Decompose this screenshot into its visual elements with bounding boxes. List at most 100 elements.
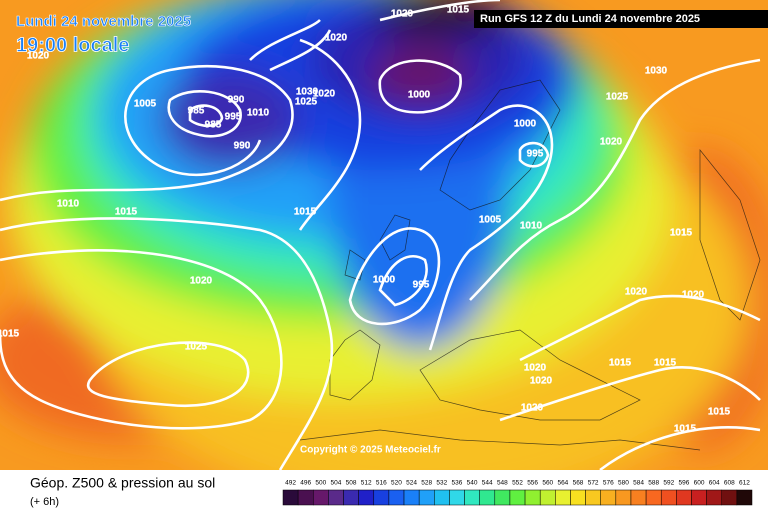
legend-label: 552 bbox=[512, 480, 523, 487]
isobar-label: 1020 bbox=[682, 290, 705, 301]
isobar-label: 1015 bbox=[654, 358, 677, 369]
legend-label: 504 bbox=[331, 480, 342, 487]
isobar-label: 1020 bbox=[325, 33, 348, 44]
isobars bbox=[0, 0, 761, 470]
legend-swatch bbox=[509, 489, 526, 506]
legend-swatch bbox=[539, 489, 556, 506]
legend-label: 508 bbox=[346, 480, 357, 487]
legend-swatch bbox=[660, 489, 677, 506]
isobar-label: 1020 bbox=[521, 403, 544, 414]
legend-label: 516 bbox=[376, 480, 387, 487]
isobar-label: 1015 bbox=[670, 228, 693, 239]
legend-swatch bbox=[494, 489, 511, 506]
legend-swatch bbox=[691, 489, 707, 506]
legend-label: 564 bbox=[557, 480, 568, 487]
isobar-label: 1005 bbox=[134, 99, 157, 110]
isobar-label: 1000 bbox=[514, 119, 537, 130]
legend-swatch bbox=[585, 489, 601, 506]
legend-label: 528 bbox=[421, 480, 432, 487]
isobar-label: 1010 bbox=[247, 108, 270, 119]
legend-label: 520 bbox=[391, 480, 402, 487]
legend-label: 544 bbox=[482, 480, 493, 487]
legend-label: 580 bbox=[618, 480, 629, 487]
legend-swatch bbox=[282, 489, 299, 506]
isobar-label: 1020 bbox=[27, 51, 50, 62]
isobar-label: 995 bbox=[527, 149, 544, 160]
coastlines bbox=[299, 79, 761, 451]
legend-swatch bbox=[328, 489, 344, 506]
isobar-label: 1010 bbox=[520, 221, 543, 232]
isobar-label: 1030 bbox=[645, 66, 668, 77]
isobar-label: 1025 bbox=[185, 342, 208, 353]
legend-swatch bbox=[434, 489, 450, 506]
run-label: Run GFS 12 Z du Lundi 24 novembre 2025 bbox=[480, 13, 700, 25]
isobar-label: 1025 bbox=[295, 97, 318, 108]
isobar-label: 1010 bbox=[57, 199, 80, 210]
isobar-label: 985 bbox=[188, 106, 205, 117]
isobar-label: 1020 bbox=[600, 137, 623, 148]
isobar-label: 1025 bbox=[606, 92, 629, 103]
legend-label: 536 bbox=[452, 480, 463, 487]
legend-label: 592 bbox=[663, 480, 674, 487]
legend-label: 492 bbox=[285, 480, 296, 487]
legend-label: 612 bbox=[739, 480, 750, 487]
isobar-label: 985 bbox=[205, 120, 222, 131]
legend-swatch bbox=[615, 489, 632, 506]
legend-label: 548 bbox=[497, 480, 508, 487]
isobar-label: 990 bbox=[234, 141, 251, 152]
legend-label: 500 bbox=[315, 480, 326, 487]
legend-label: 568 bbox=[573, 480, 584, 487]
legend-swatch bbox=[555, 489, 571, 506]
isobar-label: 1020 bbox=[530, 376, 553, 387]
legend-swatch bbox=[676, 489, 692, 506]
date-label: Lundi 24 novembre 2025 bbox=[16, 13, 191, 30]
legend-label: 584 bbox=[633, 480, 644, 487]
copyright: Copyright © 2025 Meteociel.fr bbox=[300, 445, 441, 456]
legend-label: 556 bbox=[527, 480, 538, 487]
legend-label: 512 bbox=[361, 480, 372, 487]
legend-swatch bbox=[358, 489, 375, 506]
legend: 492 496 500 504 508 512 516 520 524 528 532 536 540 5… bbox=[282, 480, 753, 506]
isobar-label: 1030 bbox=[296, 87, 319, 98]
legend-label: 524 bbox=[406, 480, 417, 487]
legend-swatch bbox=[418, 489, 435, 506]
isobar-label: 1015 bbox=[0, 329, 20, 340]
legend-swatch bbox=[403, 489, 420, 506]
legend-swatch bbox=[343, 489, 359, 506]
legend-swatch bbox=[313, 489, 329, 506]
isobar-label: 1015 bbox=[708, 407, 731, 418]
isobar-label: 995 bbox=[413, 280, 430, 291]
isobar-label: 1000 bbox=[373, 275, 396, 286]
isobar-label: 1015 bbox=[115, 207, 138, 218]
isobar-label: 1000 bbox=[408, 90, 431, 101]
run-banner bbox=[474, 10, 768, 28]
legend-label: 496 bbox=[300, 480, 311, 487]
legend-swatch bbox=[524, 489, 541, 506]
isobar-label: 995 bbox=[225, 112, 242, 123]
legend-swatch bbox=[721, 489, 738, 506]
legend-swatch bbox=[736, 489, 753, 506]
legend-swatch bbox=[449, 489, 465, 506]
legend-swatch bbox=[600, 489, 617, 506]
legend-swatch bbox=[645, 489, 662, 506]
isobar-label: 1020 bbox=[625, 287, 648, 298]
footer-title: Géop. Z500 & pression au sol bbox=[30, 475, 215, 491]
legend-label: 608 bbox=[724, 480, 735, 487]
isobar-label: 1020 bbox=[391, 9, 414, 20]
legend-swatch bbox=[479, 489, 496, 506]
legend-swatch bbox=[570, 489, 586, 506]
isobar-label: 990 bbox=[228, 95, 245, 106]
legend-label: 532 bbox=[436, 480, 447, 487]
legend-swatch bbox=[630, 489, 647, 506]
isobar-label: 1015 bbox=[447, 5, 470, 16]
isobar-label: 1020 bbox=[313, 89, 336, 100]
legend-swatch bbox=[373, 489, 390, 506]
legend-label: 600 bbox=[694, 480, 705, 487]
legend-swatch bbox=[297, 489, 314, 506]
time-label: 19:00 locale bbox=[16, 34, 129, 56]
legend-label: 576 bbox=[603, 480, 614, 487]
